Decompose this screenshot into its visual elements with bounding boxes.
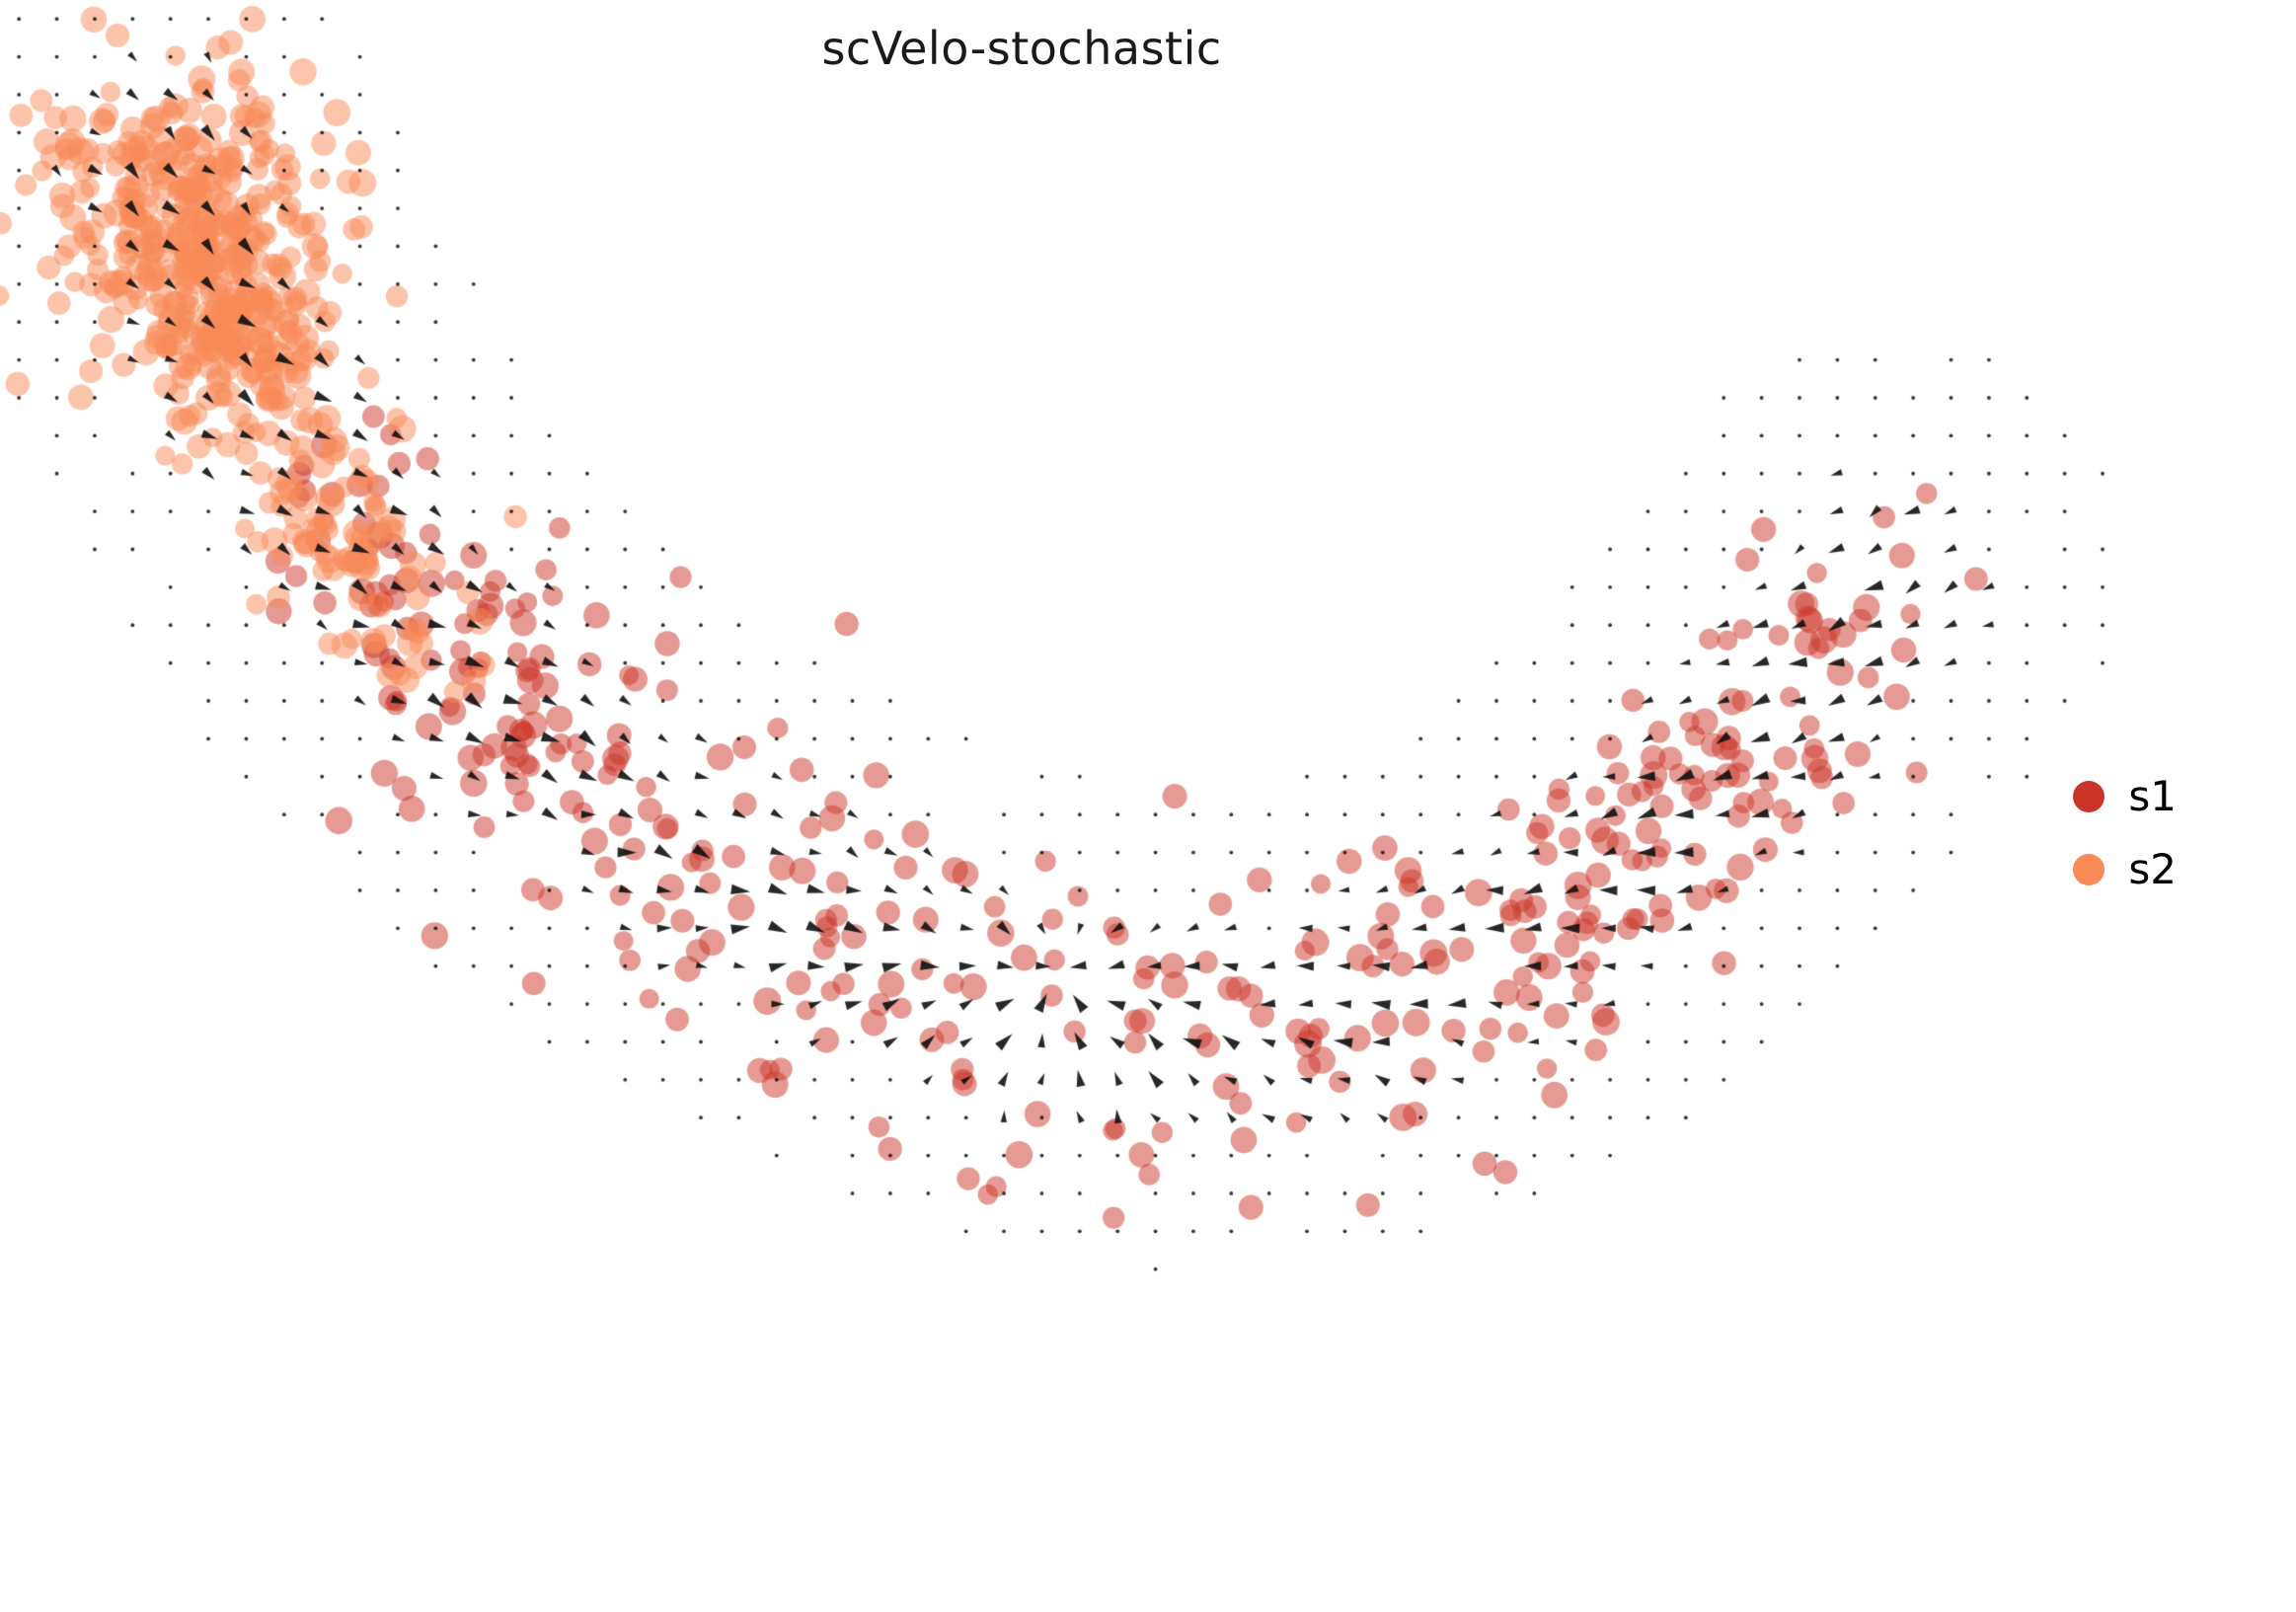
legend-item-s1: s1 [2073,767,2177,826]
legend-marker-s1 [2073,781,2105,813]
legend-marker-s2 [2073,854,2105,886]
legend-item-s2: s2 [2073,840,2177,899]
chart-title: scVelo-stochastic [821,22,1222,75]
legend-label-s1: s1 [2128,772,2177,821]
legend-label-s2: s2 [2128,845,2177,894]
legend: s1 s2 [2073,767,2177,899]
